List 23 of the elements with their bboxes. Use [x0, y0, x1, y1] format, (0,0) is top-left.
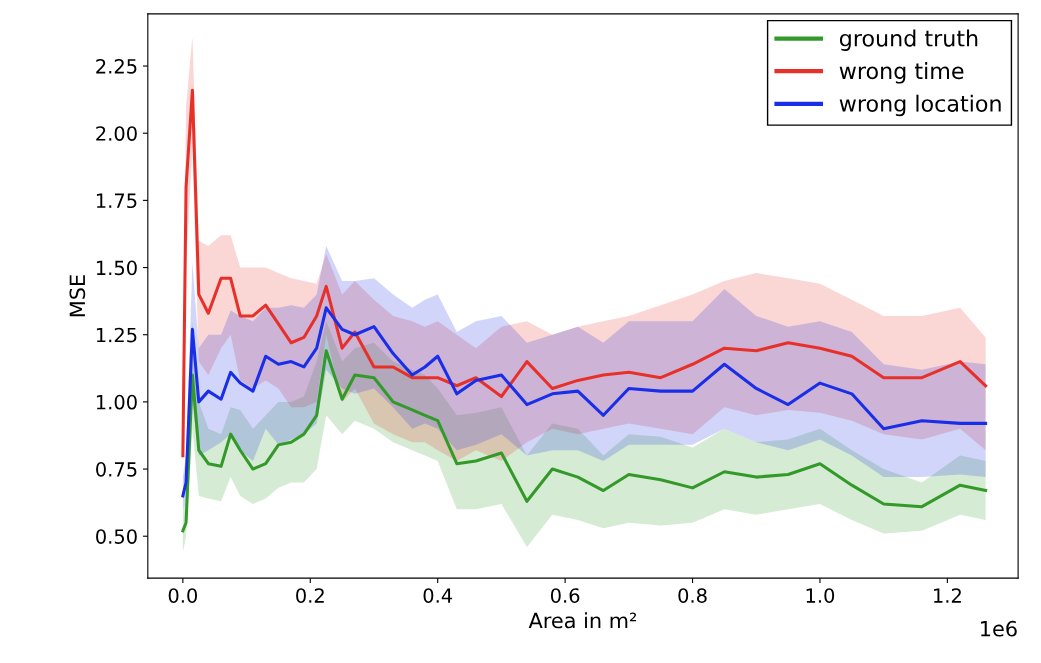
x-axis-title: Area in m² [528, 612, 637, 629]
y-tick-label: 1.75 [96, 193, 137, 209]
y-tick-label: 1.00 [96, 394, 137, 410]
legend-label: wrong location [839, 94, 1001, 117]
y-tick-label: 2.25 [96, 59, 137, 74]
x-tick-label: 0.6 [550, 588, 580, 603]
line-series [181, 306, 988, 498]
y-tick-label: 0.50 [96, 529, 137, 544]
legend-label: wrong time [839, 62, 964, 84]
x-tick-label: 1.0 [806, 588, 835, 603]
y-tick-label: 2.00 [96, 126, 137, 141]
y-tick-label: 0.75 [96, 462, 137, 477]
x-tick-label: 0.8 [678, 588, 707, 603]
x-tick-label: 1.2 [934, 588, 961, 603]
y-axis-title: MSE [69, 275, 86, 317]
line-series [181, 349, 988, 533]
text: 1e6 [981, 620, 1017, 637]
y-tick-label: 1.50 [96, 260, 137, 276]
legend-label: ground truth [839, 29, 978, 51]
x-tick-label: 0.4 [423, 588, 453, 603]
y-tick-label: 1.25 [96, 327, 137, 343]
x-tick-label: 0.0 [168, 588, 198, 603]
x-tick-label: 0.2 [296, 588, 324, 603]
